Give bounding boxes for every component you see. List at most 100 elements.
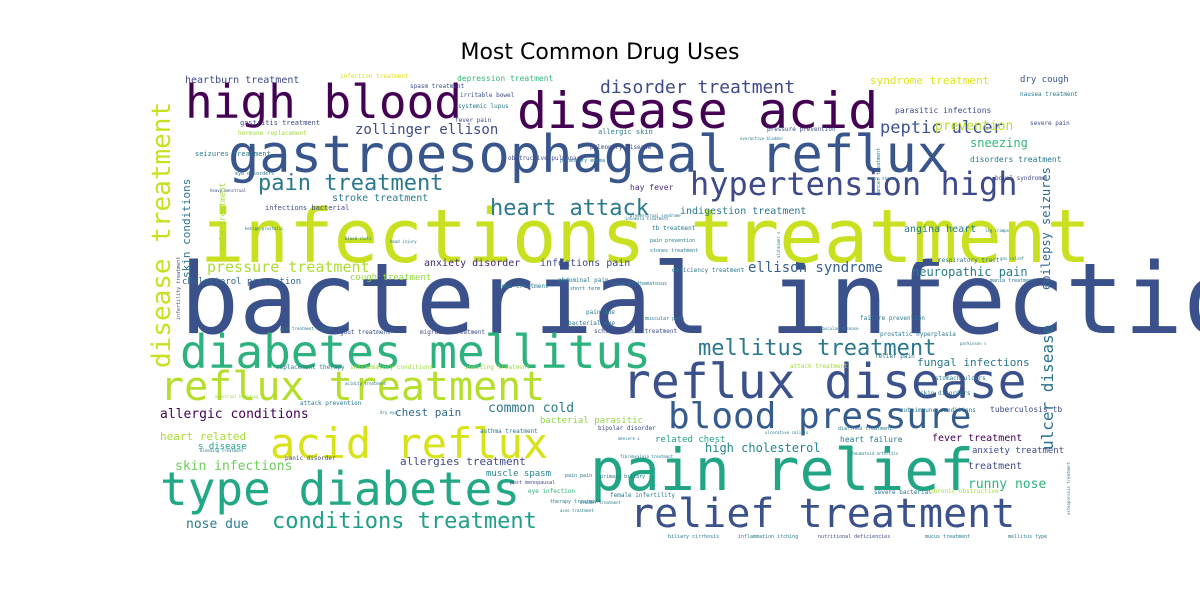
word-ellison-syndrome: ellison syndrome — [748, 260, 883, 276]
word-severe-bacterial: severe bacterial — [874, 489, 932, 496]
word-allergic-conditions: allergic conditions — [160, 407, 309, 422]
word-bladder-treatment: bladder treatment — [580, 500, 622, 505]
word-stones-treatment: stones treatment — [650, 248, 698, 254]
word-head-injury: head injury — [390, 239, 417, 244]
word-systemic-lupus: systemic lupus — [458, 103, 509, 110]
word-female-infertility: female infertility — [610, 492, 675, 499]
word-heart-attack: heart attack — [490, 196, 649, 221]
word-ulcerative-colitis: ulcerative colitis — [765, 430, 809, 435]
word-stomach-ulcers: stomach ulcers — [935, 375, 986, 382]
word-reflux-disease: reflux disease — [622, 354, 1027, 410]
word-menstrual-bleeding: menstrual bleeding — [215, 394, 259, 399]
word-heart-related: heart related — [160, 430, 246, 443]
word-bacterial-parasitic: bacterial parasitic — [540, 416, 643, 426]
word-fever-pain: fever pain — [455, 117, 492, 124]
word-common-cold: common cold — [488, 401, 574, 416]
word-infection-treatment: infection treatment — [340, 73, 409, 80]
word-hay-fever: hay fever — [630, 183, 674, 192]
word-pain-treatment-related: pain treatment related — [280, 326, 334, 331]
word-s-disease: s disease — [198, 442, 247, 452]
word-diarrhea-treatment: diarrhea treatment — [838, 426, 892, 432]
word-obstructive-pulmonary: obstructive pulmonary — [508, 155, 584, 162]
word-heart-failure: heart failure — [840, 435, 903, 444]
word-epilepsy-seizures: epilepsy seizures — [1039, 167, 1053, 290]
word-ulcer-disease: ulcer disease — [1038, 325, 1057, 450]
word-heavy-menstrual: heavy menstrual — [210, 188, 247, 193]
word-nose-due: nose due — [186, 517, 249, 532]
word-schizophrenia-treatment: schizophrenia treatment — [594, 328, 677, 335]
word-reflux-treatment: reflux treatment — [160, 364, 545, 410]
word-bowel-syndrome: bowel syndrome — [995, 175, 1046, 182]
word-chest-pain: chest pain — [395, 406, 461, 419]
word-pressure-prevention: pressure prevention — [767, 126, 836, 133]
word-parkinson-s: parkinson s — [960, 341, 987, 346]
word-severe-pain: severe pain — [1030, 120, 1070, 127]
word-attack-treatment: attack treatment — [790, 363, 848, 370]
word-hypertension-high: hypertension high — [690, 165, 1018, 203]
word-copd-treatment: copd treatment — [498, 283, 549, 290]
word-infections-pain: infections pain — [540, 258, 630, 269]
word-disease-treatment: disease treatment — [147, 102, 177, 368]
word-abdominal-pain: abdominal pain — [558, 277, 609, 284]
word-muscle-spasm: muscle spasm — [486, 469, 551, 479]
word-inflammation-itching: inflammation itching — [738, 534, 798, 540]
word-parasitic-infections: parasitic infections — [895, 106, 992, 115]
word-inflammatory-conditions: inflammatory conditions — [350, 364, 433, 371]
word-cancer-treatment: cancer treatment — [876, 148, 882, 196]
word-neuropathic-pain: neuropathic pain — [912, 265, 1028, 279]
word-post-menopausal: post menopausal — [510, 480, 555, 486]
word-type-diabetes: type diabetes — [160, 462, 520, 516]
word-deficiency-treatment: deficiency treatment — [672, 267, 745, 274]
word-cough-treatment: cough treatment — [350, 273, 431, 283]
word-attack-prevention: attack prevention — [300, 400, 362, 407]
word-treatment: treatment — [968, 461, 1022, 472]
word-sore-throat: sore throat — [870, 176, 897, 181]
word-diabetes-mellitus: diabetes mellitus — [180, 325, 651, 379]
word-insomnia-treatment: insomnia treatment — [625, 216, 669, 221]
word-chronic-obstructive: chronic obstructive — [930, 488, 999, 495]
word-indigestion-treatment: indigestion treatment — [680, 206, 806, 217]
word-rheumatoid-arthritis: rheumatoid arthritis — [850, 451, 899, 456]
word-seizures-treatment: seizures treatment — [195, 150, 271, 158]
word-therapy-treatment: therapy treatment — [550, 499, 601, 505]
word-osteoporosis-treatment: osteoporosis treatment — [1066, 461, 1071, 515]
word-premenstrual-syndrome: premenstrual syndrome — [630, 213, 681, 218]
word-peptic-ulcer: peptic ulcer — [880, 118, 1003, 138]
word-vascular-disease: vascular disease — [820, 326, 859, 331]
word-alzheimer-s: alzheimer s — [776, 231, 781, 258]
word-angina-heart: angina heart — [904, 224, 976, 235]
word-vomiting-treatment: vomiting treatment — [465, 364, 530, 371]
word-gas-relief: gas relief — [1000, 256, 1025, 261]
word-irritable-bowel: irritable bowel — [460, 92, 515, 99]
word-lupus-erythematosus: lupus erythematosus — [610, 281, 667, 287]
word-infections-bacterial: infections bacterial — [265, 204, 349, 212]
word-eye-disorders: eye disorders — [235, 171, 274, 177]
word-anxiety-disorder: anxiety disorder — [424, 258, 520, 269]
word-dry-cough: dry cough — [1020, 75, 1069, 85]
word-bleeding-treatment: bleeding treatment — [200, 448, 244, 453]
word-autoimmune-conditions: autoimmune conditions — [900, 407, 976, 414]
word-skin-infections: skin infections — [175, 459, 292, 474]
word-allergies-treatment: allergies treatment — [400, 455, 526, 468]
word-leg-cramps: leg cramps — [985, 228, 1010, 233]
word-muscular-pain: muscular pain — [645, 316, 684, 322]
word-mellitus-treatment: mellitus treatment — [698, 336, 936, 361]
word-tb-treatment: tb treatment — [652, 225, 696, 232]
word-benign-prostatic: benign prostatic — [245, 226, 284, 231]
word-fibromyalgia-treatment: fibromyalgia treatment — [620, 454, 674, 459]
word-pain-relief: pain relief — [590, 436, 974, 504]
word-asthma-treatment: asthma treatment — [480, 428, 538, 435]
word-cold-treatment: cold treatment — [218, 182, 227, 250]
word-related-chest: related chest — [655, 435, 725, 445]
word-pulmonary-edema: pulmonary edema — [560, 158, 605, 164]
word-bacterial-eye: bacterial eye — [568, 320, 615, 327]
word-hormone-replacement: hormone replacement — [238, 130, 307, 137]
word-panic-disorder: panic disorder — [285, 455, 336, 462]
word-relief-treatment: relief treatment — [630, 491, 1015, 537]
word-relief-pain: relief pain — [875, 353, 915, 360]
word-high-blood: high blood — [185, 75, 462, 129]
word-nutritional-deficiencies: nutritional deficiencies — [818, 534, 890, 540]
word-migraine-treatment: migraine treatment — [420, 329, 485, 336]
word-gastritis-treatment: gastritis treatment — [240, 119, 320, 127]
